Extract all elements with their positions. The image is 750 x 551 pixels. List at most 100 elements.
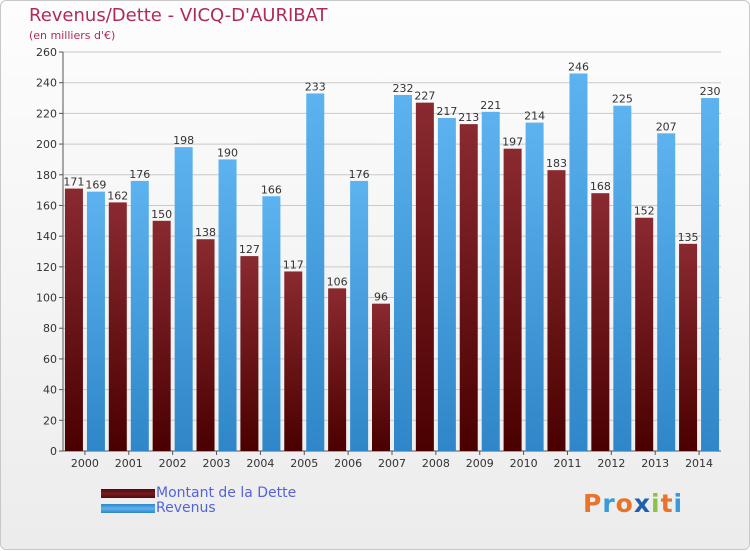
- data-label-revenus: 190: [217, 146, 238, 159]
- bar-dette: [108, 202, 127, 451]
- data-label-dette: 127: [239, 243, 260, 256]
- x-tick-label: 2013: [641, 457, 669, 470]
- y-tick-label: 220: [36, 107, 57, 120]
- data-label-dette: 106: [327, 275, 348, 288]
- logo-letter: x: [633, 489, 651, 518]
- data-label-revenus: 230: [700, 85, 721, 98]
- y-tick-label: 120: [36, 261, 57, 274]
- bar-revenus: [262, 196, 281, 451]
- x-tick-label: 2011: [553, 457, 581, 470]
- bar-dette: [679, 243, 698, 451]
- data-label-revenus: 221: [480, 99, 501, 112]
- x-tick-label: 2002: [159, 457, 187, 470]
- logo-letter: r: [602, 489, 616, 518]
- bar-dette: [547, 170, 566, 451]
- data-label-dette: 135: [678, 231, 699, 244]
- bar-dette: [328, 288, 347, 451]
- bar-dette: [196, 239, 215, 451]
- x-tick-label: 2003: [203, 457, 231, 470]
- bar-revenus: [481, 111, 500, 451]
- y-tick-label: 60: [43, 353, 57, 366]
- bar-dette: [284, 271, 303, 451]
- data-label-dette: 183: [546, 157, 567, 170]
- bar-dette: [64, 188, 83, 452]
- data-label-revenus: 166: [261, 183, 282, 196]
- bar-revenus: [306, 93, 325, 451]
- x-tick-label: 2009: [466, 457, 494, 470]
- data-label-revenus: 169: [85, 179, 106, 192]
- y-tick-label: 20: [43, 414, 57, 427]
- data-label-revenus: 207: [656, 120, 677, 133]
- data-label-revenus: 217: [436, 105, 457, 118]
- logo-letter: i: [651, 489, 661, 518]
- bar-revenus: [394, 94, 412, 451]
- legend-label-dette: Montant de la Dette: [156, 485, 297, 501]
- bar-dette: [459, 124, 478, 451]
- data-label-revenus: 198: [173, 134, 194, 147]
- y-tick-label: 200: [36, 138, 57, 151]
- bar-dette: [635, 217, 654, 451]
- data-label-dette: 162: [107, 189, 128, 202]
- y-tick-label: 100: [36, 292, 57, 305]
- legend-swatch-revenus: [101, 504, 155, 513]
- chart-title: Revenus/Dette - VICQ-D'AURIBAT: [29, 5, 328, 26]
- data-label-dette: 152: [634, 205, 655, 218]
- x-tick-label: 2004: [246, 457, 274, 470]
- x-tick-label: 2001: [115, 457, 143, 470]
- legend-label-revenus: Revenus: [156, 500, 216, 516]
- y-tick-label: 260: [36, 46, 57, 59]
- y-tick-label: 0: [50, 445, 57, 458]
- data-label-dette: 96: [374, 291, 388, 304]
- data-label-dette: 171: [63, 176, 84, 189]
- bar-revenus: [525, 122, 544, 451]
- data-label-revenus: 233: [305, 80, 326, 93]
- x-tick-label: 2014: [685, 457, 713, 470]
- data-label-dette: 168: [590, 180, 611, 193]
- logo-letter: P: [583, 489, 603, 518]
- logo-letter: i: [673, 489, 684, 518]
- bar-dette: [372, 303, 390, 451]
- bar-dette: [240, 256, 259, 451]
- data-label-revenus: 246: [568, 60, 589, 73]
- bar-revenus: [569, 73, 588, 451]
- data-label-revenus: 176: [349, 168, 370, 181]
- x-tick-label: 2005: [290, 457, 318, 470]
- data-label-revenus: 232: [393, 82, 414, 95]
- logo-letter: t: [660, 489, 674, 518]
- bar-revenus: [350, 180, 369, 451]
- x-tick-label: 2010: [510, 457, 538, 470]
- bar-revenus: [613, 105, 632, 451]
- x-tick-label: 2008: [422, 457, 450, 470]
- data-label-dette: 227: [414, 90, 435, 103]
- y-tick-label: 140: [36, 230, 57, 243]
- y-tick-label: 160: [36, 199, 57, 212]
- data-label-dette: 138: [195, 226, 216, 239]
- bar-dette: [591, 193, 610, 451]
- logo-letter: o: [615, 489, 634, 518]
- chart-subtitle: (en milliers d'€): [29, 29, 116, 42]
- bar-dette: [152, 220, 171, 451]
- y-tick-label: 240: [36, 77, 57, 90]
- x-tick-label: 2000: [71, 457, 99, 470]
- legend-swatch-dette: [101, 489, 155, 498]
- x-tick-label: 2007: [378, 457, 406, 470]
- bar-revenus: [218, 159, 237, 451]
- data-label-revenus: 176: [129, 168, 150, 181]
- bar-revenus: [437, 117, 456, 451]
- bar-dette: [503, 148, 522, 451]
- data-label-revenus: 225: [612, 93, 633, 106]
- data-label-dette: 117: [283, 258, 304, 271]
- y-tick-label: 40: [43, 384, 57, 397]
- data-label-dette: 197: [502, 136, 523, 149]
- y-tick-label: 80: [43, 322, 57, 335]
- y-tick-label: 180: [36, 169, 57, 182]
- proxiti-logo: Proxiti: [583, 489, 683, 518]
- bar-dette: [415, 102, 434, 452]
- bar-revenus: [701, 98, 720, 452]
- data-label-dette: 213: [458, 111, 479, 124]
- x-tick-label: 2006: [334, 457, 362, 470]
- bar-revenus: [130, 180, 149, 451]
- bar-revenus: [86, 191, 105, 451]
